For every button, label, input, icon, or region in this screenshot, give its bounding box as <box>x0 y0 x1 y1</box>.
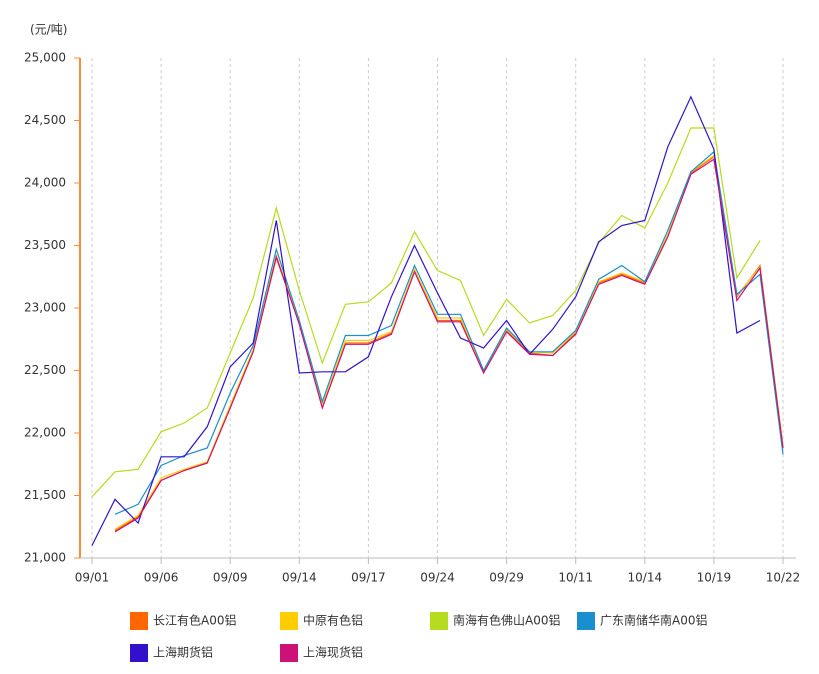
legend-label: 上海期货铝 <box>153 645 213 660</box>
x-tick-label: 09/14 <box>282 571 317 585</box>
x-tick-label: 09/24 <box>420 571 455 585</box>
series-line <box>114 154 784 530</box>
x-tick-label: 09/29 <box>489 571 524 585</box>
legend-label: 长江有色A00铝 <box>153 613 236 628</box>
x-tick-label: 09/06 <box>144 571 179 585</box>
legend-swatch <box>280 644 298 662</box>
series-line <box>114 155 784 532</box>
x-tick-label: 09/01 <box>75 571 110 585</box>
series-line <box>114 150 784 515</box>
x-tick-label: 09/09 <box>213 571 248 585</box>
legend-label: 中原有色铝 <box>303 613 363 628</box>
legend-swatch <box>577 612 595 630</box>
y-tick-label: 25,000 <box>24 51 66 65</box>
series-line <box>91 127 761 498</box>
x-tick-label: 10/11 <box>558 571 593 585</box>
y-tick-label: 24,500 <box>24 113 66 127</box>
y-tick-label: 24,000 <box>24 176 66 190</box>
x-tick-label: 10/22 <box>766 571 801 585</box>
y-tick-label: 21,500 <box>24 488 66 502</box>
legend-label: 广东南储华南A00铝 <box>600 613 707 628</box>
legend-swatch <box>130 612 148 630</box>
y-tick-label: 21,000 <box>24 551 66 565</box>
legend-label: 南海有色佛山A00铝 <box>453 613 560 628</box>
legend-swatch <box>280 612 298 630</box>
series-line <box>91 95 761 546</box>
legend-swatch <box>130 644 148 662</box>
x-tick-label: 10/19 <box>697 571 732 585</box>
y-tick-label: 23,000 <box>24 301 66 315</box>
x-tick-label: 10/14 <box>628 571 663 585</box>
y-tick-label: 22,500 <box>24 363 66 377</box>
x-tick-label: 09/17 <box>351 571 386 585</box>
series-line <box>114 158 784 533</box>
y-tick-label: 23,500 <box>24 238 66 252</box>
y-tick-label: 22,000 <box>24 426 66 440</box>
legend-swatch <box>430 612 448 630</box>
y-axis-label: (元/吨) <box>30 23 67 37</box>
legend-label: 上海现货铝 <box>303 645 363 660</box>
